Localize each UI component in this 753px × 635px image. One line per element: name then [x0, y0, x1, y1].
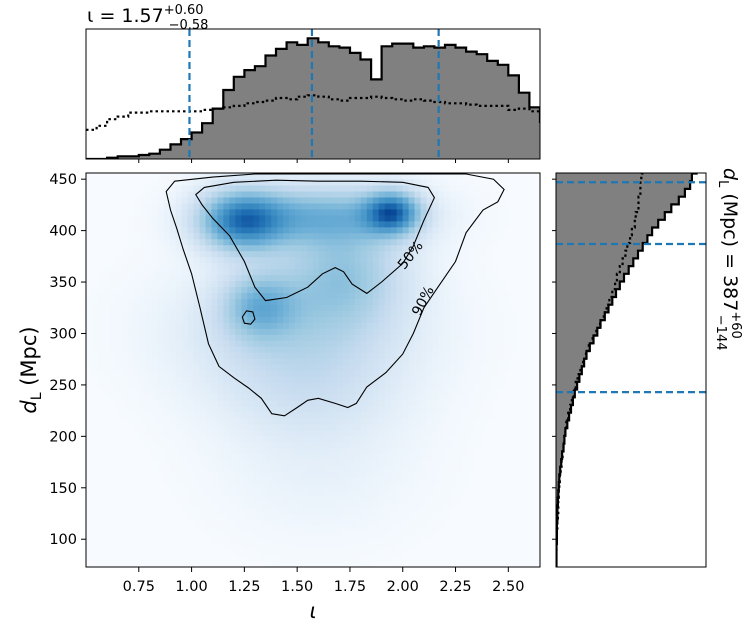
main-panel: 50% 90% 0.75 1.00 1.25 1.50 1.75 2.00 2.25 2.50…	[17, 172, 541, 623]
distance-posterior-histogram	[556, 173, 706, 567]
top-marginal-ticks	[138, 159, 509, 163]
y-tick-label: 200	[49, 429, 77, 445]
distance-estimate-annotation: dL (Mpc) = 387+60−144	[713, 168, 743, 351]
y-tick-label: 350	[49, 275, 77, 291]
iota-posterior-histogram	[86, 29, 540, 159]
x-tick-label: 2.50	[492, 579, 524, 595]
contour-50	[195, 179, 436, 302]
contour-90	[165, 173, 505, 417]
x-axis-label: ι	[309, 599, 316, 623]
distance-posterior-fill	[556, 173, 697, 567]
distance-posterior-outline	[556, 173, 698, 567]
x-tick-label: 2.25	[439, 579, 471, 595]
main-panel-frame	[85, 172, 541, 568]
top-marginal-frame	[85, 28, 541, 160]
iota-posterior-outline	[86, 37, 540, 159]
x-tick-label: 1.25	[228, 579, 260, 595]
y-axis-label: dL (Mpc)	[17, 326, 45, 413]
right-marginal-panel: dL (Mpc) = 387+60−144	[552, 168, 743, 568]
iota-estimate-annotation: ι = 1.57+0.60 −0.58	[87, 3, 208, 33]
density-heatmap	[86, 173, 517, 567]
x-tick-label: 1.75	[334, 579, 366, 595]
right-marginal-frame	[555, 172, 707, 568]
contour-island-2	[241, 310, 256, 325]
x-tick-label: 1.50	[281, 579, 313, 595]
y-tick-label: 300	[49, 326, 77, 342]
y-axis-ticks: 100 150 200 250 300 350 400 450	[49, 172, 86, 548]
credible-contours	[165, 173, 505, 417]
y-tick-label: 250	[49, 378, 77, 394]
y-tick-label: 150	[49, 481, 77, 497]
x-tick-label: 1.00	[175, 579, 207, 595]
top-marginal-panel: ι = 1.57+0.60 −0.58	[85, 3, 541, 163]
x-tick-label: 0.75	[123, 579, 155, 595]
y-tick-label: 450	[49, 172, 77, 188]
y-tick-label: 100	[49, 532, 77, 548]
right-marginal-ticks	[552, 178, 556, 540]
x-tick-label: 2.00	[387, 579, 419, 595]
iota-prior-line	[86, 94, 540, 131]
x-axis-ticks: 0.75 1.00 1.25 1.50 1.75 2.00 2.25 2.50	[123, 567, 524, 595]
y-tick-label: 400	[49, 224, 77, 240]
